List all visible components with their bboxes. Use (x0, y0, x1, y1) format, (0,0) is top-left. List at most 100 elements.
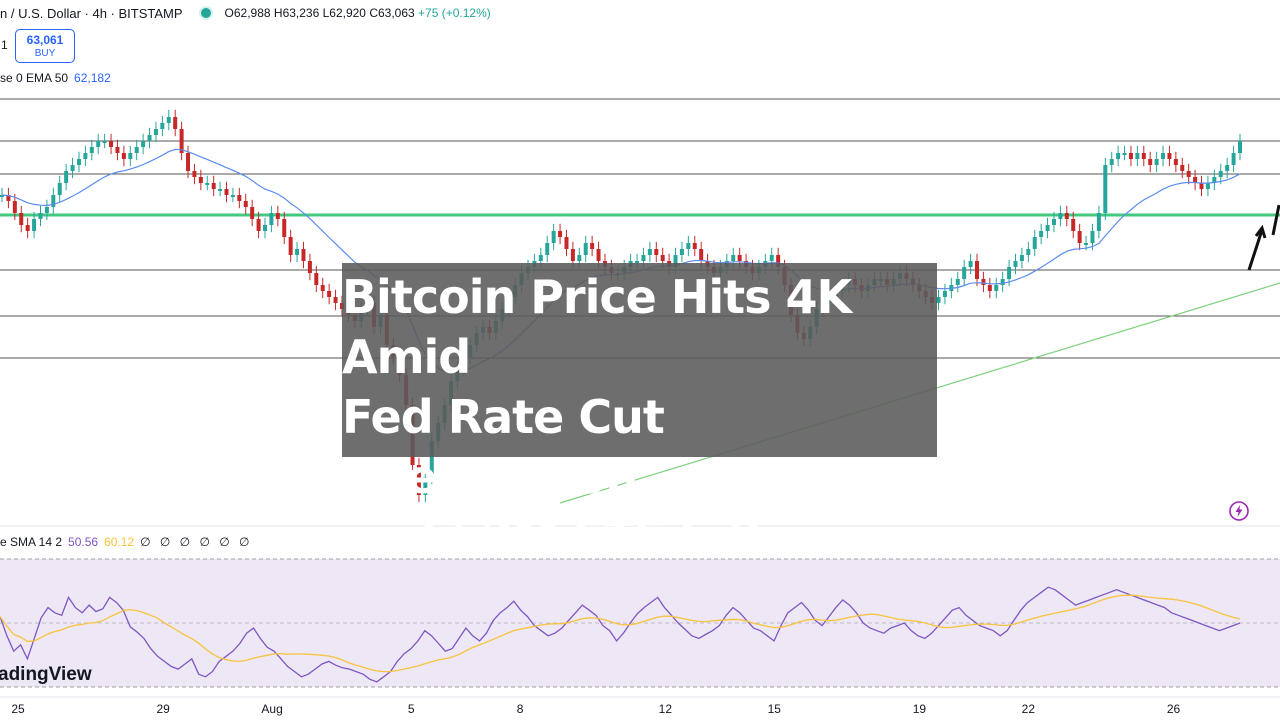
ema-legend[interactable]: se 0 EMA 50 62,182 (0, 71, 111, 85)
candle-body (1167, 153, 1172, 159)
rsi-sma-line (0, 594, 1241, 673)
rsi-legend[interactable]: e SMA 14 2 50.56 60.12 ∅ ∅ ∅ ∅ ∅ ∅ (0, 535, 253, 549)
candle-body (679, 249, 684, 255)
candle-body (121, 153, 126, 159)
candle-body (416, 465, 421, 495)
candle-body (269, 213, 274, 225)
candle-body (160, 123, 165, 129)
candle-body (1180, 165, 1185, 171)
candle-body (1141, 153, 1146, 159)
candle-body (583, 243, 588, 255)
candle-body (1032, 237, 1037, 249)
candle-body (166, 117, 171, 123)
ohlc-values: O62,988 H63,236 L62,920 C63,063 +75 (+0.… (225, 6, 491, 20)
candle-body (89, 147, 94, 153)
symbol-header: n / U.S. Dollar · 4h · BITSTAMP O62,988 … (0, 4, 491, 22)
candle-body (256, 219, 261, 231)
candle-body (237, 195, 242, 201)
rsi-sma-value: 60.12 (104, 535, 135, 549)
candle-body (558, 231, 563, 237)
candle-body (1218, 171, 1223, 177)
candle-body (975, 261, 980, 279)
candle-body (38, 213, 43, 219)
candle-body (12, 201, 17, 213)
candle-body (1116, 153, 1121, 159)
candle-body (1122, 153, 1127, 155)
candle-body (262, 225, 267, 231)
candle-body (1039, 231, 1044, 237)
candle-body (109, 141, 114, 147)
candle-body (64, 171, 69, 183)
bolt-icon[interactable] (1229, 501, 1249, 521)
buy-label: BUY (34, 48, 56, 59)
sell-fragment[interactable]: 1 (1, 38, 8, 52)
candle-body (1084, 243, 1089, 245)
candle-body (942, 291, 947, 297)
x-tick-label: 8 (516, 702, 524, 716)
candle-body (981, 279, 986, 285)
candle-body (641, 255, 646, 261)
candle-body (1128, 153, 1133, 159)
candle-body (211, 183, 216, 189)
change-text: +75 (+0.12%) (418, 6, 491, 20)
candle-body (1173, 159, 1178, 165)
candle-body (1000, 279, 1005, 285)
candle-body (230, 195, 235, 197)
candle-body (32, 219, 37, 231)
x-tick-label: 26 (1166, 702, 1181, 716)
rsi-extra: ∅ ∅ ∅ ∅ ∅ ∅ (140, 535, 253, 549)
candle-body (102, 141, 107, 143)
candle-body (769, 255, 774, 261)
candle-body (1045, 225, 1050, 231)
candle-body (590, 243, 595, 249)
candle-body (295, 249, 300, 255)
candle-body (1225, 165, 1230, 171)
candle-body (44, 207, 49, 213)
candle-body (83, 153, 88, 159)
candle-body (538, 255, 543, 261)
x-tick-label: 19 (912, 702, 927, 716)
candle-body (577, 255, 582, 261)
candle-body (301, 249, 306, 261)
candle-body (994, 285, 999, 291)
arrow-up-icon (1247, 204, 1280, 271)
candle-body (141, 141, 146, 147)
symbol-title[interactable]: n / U.S. Dollar · 4h · BITSTAMP (0, 5, 183, 21)
candle-body (647, 249, 652, 255)
candle-body (660, 255, 665, 261)
candle-body (692, 243, 697, 249)
candle-body (1090, 231, 1095, 243)
candle-body (962, 267, 967, 279)
candle-body (173, 117, 178, 129)
headline-text: Bitcoin Price Hits 4K Amid Fed Rate Cut … (342, 270, 860, 564)
candle-body (333, 297, 338, 303)
x-tick-label: 29 (156, 702, 170, 716)
candle-body (673, 255, 678, 267)
candle-body (1096, 213, 1101, 231)
candle-body (737, 255, 742, 261)
buy-button[interactable]: 63,061 BUY (15, 29, 75, 63)
candle-body (1026, 249, 1031, 255)
tradingview-watermark: adingView (0, 664, 92, 685)
candle-body (1007, 267, 1012, 279)
candle-body (320, 285, 325, 291)
candle-body (1051, 219, 1056, 225)
candle-body (57, 183, 62, 195)
candle-body (731, 255, 736, 261)
candle-body (936, 297, 941, 303)
candle-body (570, 249, 575, 261)
candle-body (1148, 159, 1153, 165)
candle-body (307, 261, 312, 273)
candle-body (686, 243, 691, 249)
rsi-line (0, 586, 1241, 683)
headline-overlay: Bitcoin Price Hits 4K Amid Fed Rate Cut … (342, 263, 937, 564)
candle-body (596, 249, 601, 261)
candle-body (968, 261, 973, 267)
ema-value: 62,182 (74, 71, 111, 85)
candle-body (134, 147, 139, 153)
x-tick-label: 5 (407, 702, 415, 716)
candle-body (654, 249, 659, 255)
x-tick-label: Aug (261, 702, 283, 716)
x-tick-label: 22 (1021, 702, 1036, 716)
